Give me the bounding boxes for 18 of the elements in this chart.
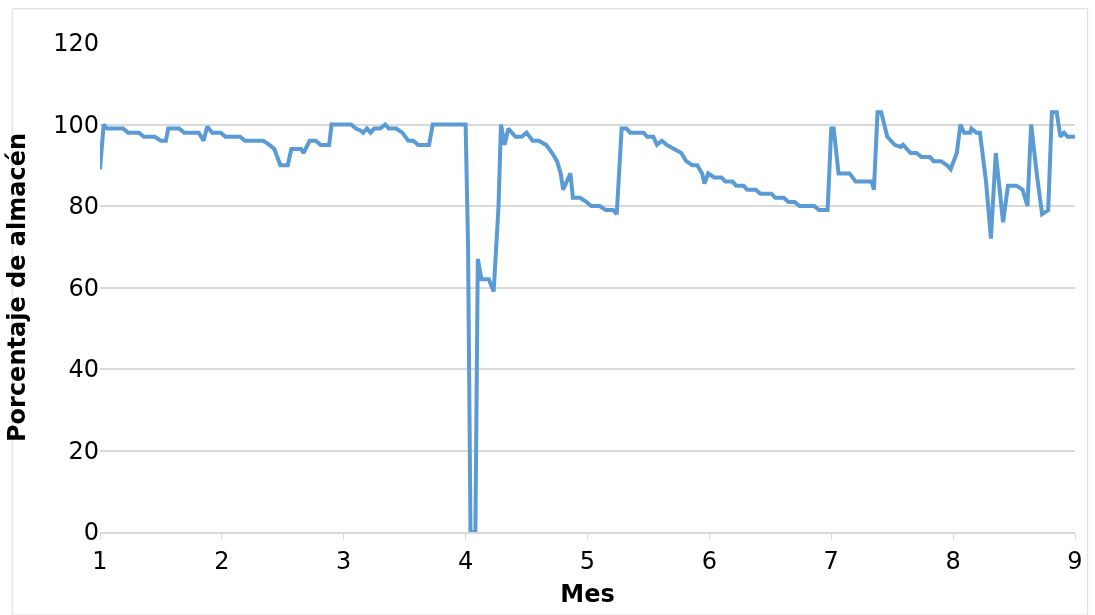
y-axis-title: Porcentaje de almacén: [3, 132, 32, 443]
x-tick-label: 1: [92, 546, 108, 575]
x-tick-label: 5: [579, 546, 596, 575]
x-tick-label: 4: [457, 546, 474, 575]
x-tick-label: 8: [945, 546, 961, 575]
y-tick-label: 120: [53, 29, 99, 58]
y-tick-label: 60: [68, 273, 99, 302]
x-tick-label: 7: [823, 546, 839, 575]
y-tick-label: 40: [68, 355, 99, 384]
x-tick-label: 2: [214, 546, 230, 575]
x-axis-title: Mes: [560, 580, 615, 609]
x-tick-label: 6: [701, 546, 718, 575]
y-tick-label: 0: [83, 518, 99, 547]
x-tick-label: 9: [1067, 546, 1083, 575]
y-tick-label: 20: [68, 436, 99, 465]
x-tick-label: 3: [336, 546, 352, 575]
y-tick-label: 80: [68, 192, 99, 221]
y-tick-label: 100: [53, 110, 99, 139]
